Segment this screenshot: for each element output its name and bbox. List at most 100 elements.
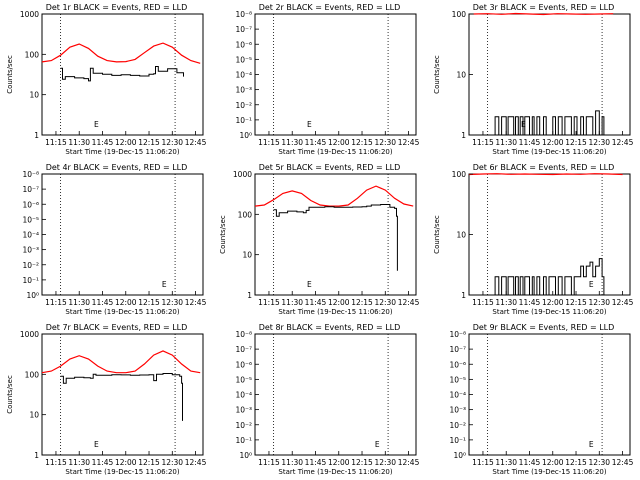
e-marker: E (94, 440, 99, 449)
x-tick-label: 12:45 (185, 458, 207, 467)
y-tick-label: 10⁻¹ (235, 436, 252, 445)
x-tick-label: 12:00 (328, 298, 350, 307)
x-tick-label: 12:30 (374, 138, 396, 147)
x-tick-label: 12:15 (138, 138, 160, 147)
y-axis-label: Counts/sec (6, 375, 14, 414)
y-tick-label: 10⁻⁵ (22, 215, 39, 224)
x-tick-label: 12:00 (115, 458, 137, 467)
panel-det-5r: E 11:15 11:30 11:45 12:00 12:15 12:30 12:45 1 10 1… (219, 163, 420, 316)
y-tick-label: 10⁰ (453, 451, 466, 460)
series-events-line (492, 110, 605, 136)
y-tick-label: 1 (34, 451, 39, 460)
y-tick-label: 10 (29, 91, 39, 100)
x-tick-label: 11:30 (281, 458, 303, 467)
y-tick-label: 10⁰ (26, 291, 39, 300)
y-tick-label: 1 (34, 131, 39, 140)
y-tick-label: 10⁻³ (235, 86, 252, 95)
series-events-line (60, 373, 183, 421)
plot-frame (254, 173, 417, 296)
series-lld-line (473, 12, 614, 16)
y-tick-label: 100 (25, 50, 40, 59)
y-tick-label: 10⁻² (235, 101, 252, 110)
e-marker: E (521, 120, 526, 129)
y-tick-label: 10 (242, 251, 252, 260)
series-events-line (60, 66, 184, 82)
panel-det-2r: E 11:15 11:30 11:45 12:00 12:15 12:30 12:45 10⁰ 1… (235, 3, 419, 156)
y-tick-label: 1 (461, 131, 466, 140)
series-events-line (492, 258, 605, 296)
x-tick-label: 11:30 (281, 138, 303, 147)
x-axis-label: Start Time (19-Dec-15 11:06:20) (278, 468, 392, 476)
panel-title: Det 2r BLACK = Events, RED = LLD (259, 3, 401, 12)
series-events-line (273, 204, 398, 271)
y-tick-label: 10⁻² (235, 421, 252, 430)
x-tick-label: 11:45 (305, 138, 327, 147)
y-tick-label: 10⁻⁵ (235, 55, 252, 64)
x-tick-label: 11:15 (45, 298, 67, 307)
x-tick-label: 11:15 (472, 458, 494, 467)
plot-frame (254, 13, 417, 136)
x-tick-label: 12:00 (328, 458, 350, 467)
series-lld-line (468, 173, 623, 176)
y-tick-label: 10⁻² (449, 421, 466, 430)
x-axis-label: Start Time (19-Dec-15 11:06:20) (65, 148, 179, 156)
x-tick-label: 11:45 (92, 138, 114, 147)
y-tick-label: 10⁻⁵ (235, 375, 252, 384)
panel-title: Det 7r BLACK = Events, RED = LLD (46, 323, 188, 332)
x-tick-label: 12:00 (542, 298, 564, 307)
x-tick-label: 11:30 (68, 138, 90, 147)
x-tick-label: 12:15 (138, 298, 160, 307)
e-marker: E (162, 280, 167, 289)
x-tick-label: 12:30 (588, 458, 610, 467)
y-tick-label: 10⁻³ (235, 406, 252, 415)
x-tick-label: 11:45 (519, 298, 541, 307)
x-tick-label: 11:45 (92, 458, 114, 467)
e-marker: E (589, 280, 594, 289)
y-tick-label: 10⁻⁵ (449, 375, 466, 384)
x-tick-label: 12:15 (565, 458, 587, 467)
y-tick-label: 10⁻³ (22, 246, 39, 255)
y-axis-label: Counts/sec (433, 215, 441, 254)
x-tick-label: 11:45 (519, 138, 541, 147)
y-tick-label: 10⁻⁶ (22, 200, 39, 209)
panel-det-1r: E 11:15 11:30 11:45 12:00 12:15 12:30 12:45 1 10 1… (6, 3, 207, 156)
y-tick-label: 10⁻⁴ (449, 391, 466, 400)
y-tick-label: 1 (247, 291, 252, 300)
y-axis-label: Counts/sec (219, 215, 227, 254)
y-tick-label: 10⁻⁸ (22, 170, 39, 179)
y-axis-label: Counts/sec (433, 55, 441, 94)
y-tick-label: 100 (238, 210, 253, 219)
x-axis-label: Start Time (19-Dec-15 11:06:20) (65, 468, 179, 476)
e-marker: E (307, 280, 312, 289)
x-tick-label: 12:45 (612, 298, 634, 307)
x-tick-label: 12:30 (588, 138, 610, 147)
y-tick-label: 10⁻⁴ (235, 391, 252, 400)
x-tick-label: 12:15 (565, 138, 587, 147)
x-tick-label: 12:00 (328, 138, 350, 147)
y-tick-label: 10⁻⁶ (449, 360, 466, 369)
panel-det-4r: E 11:15 11:30 11:45 12:00 12:15 12:30 12:45 10⁰ 1… (22, 163, 206, 316)
y-tick-label: 100 (452, 10, 467, 19)
x-tick-label: 12:15 (138, 458, 160, 467)
x-axis-label: Start Time (19-Dec-15 11:06:20) (492, 468, 606, 476)
x-tick-label: 12:45 (612, 458, 634, 467)
e-marker: E (589, 440, 594, 449)
x-tick-label: 12:00 (542, 138, 564, 147)
y-tick-label: 100 (452, 170, 467, 179)
y-tick-label: 10⁻⁴ (235, 71, 252, 80)
x-tick-label: 11:30 (68, 458, 90, 467)
panel-title: Det 5r BLACK = Events, RED = LLD (259, 163, 401, 172)
y-tick-label: 10⁻⁸ (235, 330, 252, 339)
x-tick-label: 11:45 (519, 458, 541, 467)
panel-title: Det 4r BLACK = Events, RED = LLD (46, 163, 188, 172)
y-tick-label: 10⁻¹ (449, 436, 466, 445)
x-tick-label: 11:45 (92, 298, 114, 307)
panel-title: Det 9r BLACK = Events, RED = LLD (473, 323, 615, 332)
series-lld-line (41, 350, 201, 374)
plot-frame (254, 333, 417, 456)
plot-frame (41, 13, 204, 136)
x-tick-label: 11:30 (495, 298, 517, 307)
x-tick-label: 12:45 (185, 138, 207, 147)
x-tick-label: 11:30 (495, 138, 517, 147)
x-tick-label: 12:45 (398, 138, 420, 147)
